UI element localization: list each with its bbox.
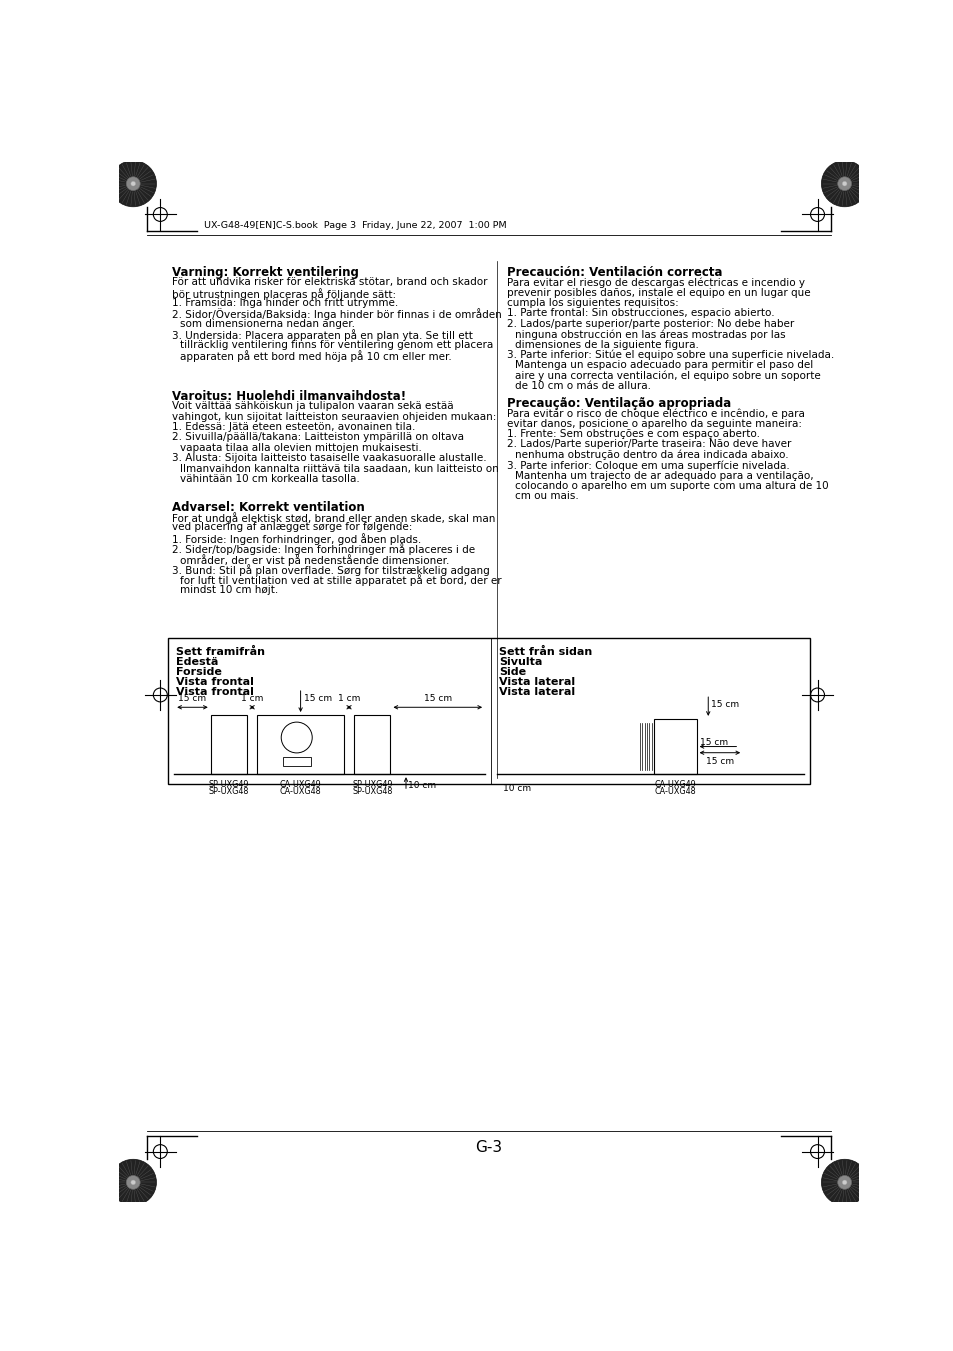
Text: cumpla los siguientes requisitos:: cumpla los siguientes requisitos: (506, 299, 678, 308)
Circle shape (110, 161, 156, 207)
Text: Mantenga un espacio adecuado para permitir el paso del: Mantenga un espacio adecuado para permit… (515, 361, 813, 370)
Text: cm ou mais.: cm ou mais. (515, 492, 578, 501)
Text: aire y una correcta ventilación, el equipo sobre un soporte: aire y una correcta ventilación, el equi… (515, 370, 821, 381)
Text: Precaução: Ventilação apropriada: Precaução: Ventilação apropriada (506, 397, 730, 409)
Text: Edestä: Edestä (175, 657, 218, 667)
Text: Mantenha um trajecto de ar adequado para a ventilação,: Mantenha um trajecto de ar adequado para… (515, 470, 813, 481)
Text: områder, der er vist på nedenstående dimensioner.: områder, der er vist på nedenstående dim… (180, 554, 450, 566)
Text: Para evitar o risco de choque eléctrico e incêndio, e para: Para evitar o risco de choque eléctrico … (506, 408, 803, 419)
Text: Forside: Forside (175, 667, 221, 677)
Text: CA-UXG48: CA-UXG48 (279, 788, 321, 796)
Text: För att undvika risker för elektriska stötar, brand och skador: För att undvika risker för elektriska st… (172, 277, 487, 288)
Bar (654, 719, 696, 774)
Text: 1 cm: 1 cm (337, 693, 360, 703)
Text: SP-UXG49: SP-UXG49 (352, 781, 392, 789)
Text: vähintään 10 cm korkealla tasolla.: vähintään 10 cm korkealla tasolla. (180, 474, 360, 484)
Text: for luft til ventilation ved at stille apparatet på et bord, der er: for luft til ventilation ved at stille a… (180, 574, 501, 586)
Text: 3. Bund: Stil på plan overflade. Sørg for tilstrækkelig adgang: 3. Bund: Stil på plan overflade. Sørg fo… (172, 565, 489, 576)
Text: mindst 10 cm højt.: mindst 10 cm højt. (180, 585, 278, 594)
Text: Vista lateral: Vista lateral (498, 677, 575, 688)
Text: 1 cm: 1 cm (241, 693, 263, 703)
Text: 2. Sivuilla/päällä/takana: Laitteiston ympärillä on oltava: 2. Sivuilla/päällä/takana: Laitteiston y… (172, 432, 463, 442)
Circle shape (837, 1175, 851, 1189)
Text: Varning: Korrekt ventilering: Varning: Korrekt ventilering (172, 266, 358, 280)
Text: vapaata tilaa alla olevien mittojen mukaisesti.: vapaata tilaa alla olevien mittojen muka… (180, 443, 422, 453)
Text: 15 cm: 15 cm (303, 693, 332, 703)
Text: SP-UXG48: SP-UXG48 (209, 788, 249, 796)
Bar (168, 638, 809, 785)
Text: evitar danos, posicione o aparelho da seguinte maneira:: evitar danos, posicione o aparelho da se… (506, 419, 801, 428)
Circle shape (110, 1159, 156, 1205)
Text: Sivulta: Sivulta (498, 657, 542, 667)
Text: apparaten på ett bord med höja på 10 cm eller mer.: apparaten på ett bord med höja på 10 cm … (180, 350, 452, 362)
Text: de 10 cm o más de allura.: de 10 cm o más de allura. (515, 381, 651, 392)
Bar (354, 715, 390, 774)
Circle shape (126, 1175, 140, 1189)
Text: CA-UXG49: CA-UXG49 (279, 781, 321, 789)
Text: 3. Parte inferior: Sitúe el equipo sobre una superficie nivelada.: 3. Parte inferior: Sitúe el equipo sobre… (506, 350, 833, 361)
Text: 1. Edessä: Jätä eteen esteetön, avonainen tila.: 1. Edessä: Jätä eteen esteetön, avonaine… (172, 422, 415, 432)
Text: Ilmanvaihdon kannalta riittävä tila saadaan, kun laitteisto on: Ilmanvaihdon kannalta riittävä tila saad… (180, 463, 498, 474)
Bar (282, 757, 311, 766)
Text: ninguna obstrucción en las áreas mostradas por las: ninguna obstrucción en las áreas mostrad… (515, 330, 785, 339)
Bar (257, 715, 344, 774)
Text: 3. Undersida: Placera apparaten på en plan yta. Se till ett: 3. Undersida: Placera apparaten på en pl… (172, 330, 473, 340)
Text: 2. Sidor/Översida/Baksida: Inga hinder bör finnas i de områden: 2. Sidor/Översida/Baksida: Inga hinder b… (172, 308, 501, 320)
Text: som dimensionerna nedan anger.: som dimensionerna nedan anger. (180, 319, 355, 328)
Text: bör utrustningen placeras på följande sätt:: bör utrustningen placeras på följande sä… (172, 288, 395, 300)
Text: CA-UXG49: CA-UXG49 (654, 781, 696, 789)
Text: 15 cm: 15 cm (700, 738, 728, 747)
Circle shape (126, 177, 140, 190)
Text: tillräcklig ventilering finns för ventilering genom ett placera: tillräcklig ventilering finns för ventil… (180, 339, 494, 350)
Circle shape (837, 177, 851, 190)
Circle shape (841, 181, 846, 186)
Text: UX-G48-49[EN]C-S.book  Page 3  Friday, June 22, 2007  1:00 PM: UX-G48-49[EN]C-S.book Page 3 Friday, Jun… (204, 220, 507, 230)
Text: Varoitus: Huolehdi ilmanvaihdosta!: Varoitus: Huolehdi ilmanvaihdosta! (172, 390, 406, 403)
Text: 1. Forside: Ingen forhindringer, god åben plads.: 1. Forside: Ingen forhindringer, god åbe… (172, 532, 421, 544)
Text: 1. Framsida: Inga hinder och fritt utrymme.: 1. Framsida: Inga hinder och fritt utrym… (172, 299, 397, 308)
Text: 15 cm: 15 cm (423, 693, 452, 703)
Text: Advarsel: Korrekt ventilation: Advarsel: Korrekt ventilation (172, 501, 364, 513)
Text: Side: Side (498, 667, 525, 677)
Circle shape (821, 161, 867, 207)
Circle shape (131, 181, 135, 186)
Text: Voit välttää sähköiskun ja tulipalon vaaran sekä estää: Voit välttää sähköiskun ja tulipalon vaa… (172, 401, 453, 411)
Text: prevenir posibles daños, instale el equipo en un lugar que: prevenir posibles daños, instale el equi… (506, 288, 809, 297)
Text: For at undgå elektisk stød, brand eller anden skade, skal man: For at undgå elektisk stød, brand eller … (172, 512, 495, 524)
Text: SP-UXG49: SP-UXG49 (209, 781, 249, 789)
Text: 2. Lados/Parte superior/Parte traseira: Não deve haver: 2. Lados/Parte superior/Parte traseira: … (506, 439, 790, 450)
Text: SP-UXG48: SP-UXG48 (352, 788, 392, 796)
Text: 1. Frente: Sem obstruções e com espaço aberto.: 1. Frente: Sem obstruções e com espaço a… (506, 428, 759, 439)
Text: dimensiones de la siguiente figura.: dimensiones de la siguiente figura. (515, 339, 699, 350)
Text: ved placering af anlægget sørge for følgende:: ved placering af anlægget sørge for følg… (172, 523, 412, 532)
Text: Sett från sidan: Sett från sidan (498, 647, 592, 658)
Text: vahingot, kun sijoitat laitteiston seuraavien ohjeiden mukaan:: vahingot, kun sijoitat laitteiston seura… (172, 412, 496, 422)
Circle shape (131, 1179, 135, 1185)
Text: Sett framifrån: Sett framifrån (175, 647, 265, 658)
Text: CA-UXG48: CA-UXG48 (654, 788, 696, 796)
Circle shape (821, 1159, 867, 1205)
Text: 2. Lados/parte superior/parte posterior: No debe haber: 2. Lados/parte superior/parte posterior:… (506, 319, 793, 328)
Text: 2. Sider/top/bagside: Ingen forhindringer må placeres i de: 2. Sider/top/bagside: Ingen forhindringe… (172, 543, 475, 555)
Text: Vista frontal: Vista frontal (175, 688, 253, 697)
Text: 15 cm: 15 cm (705, 758, 733, 766)
Text: Vista lateral: Vista lateral (498, 688, 575, 697)
Text: colocando o aparelho em um suporte com uma altura de 10: colocando o aparelho em um suporte com u… (515, 481, 828, 490)
Text: nenhuma obstrução dentro da área indicada abaixo.: nenhuma obstrução dentro da área indicad… (515, 450, 788, 461)
Text: G-3: G-3 (475, 1140, 502, 1155)
Circle shape (841, 1179, 846, 1185)
Text: 10 cm: 10 cm (408, 781, 436, 790)
Text: 10 cm: 10 cm (502, 784, 531, 793)
Text: 15 cm: 15 cm (710, 700, 738, 709)
Bar (211, 715, 247, 774)
Text: 3. Alusta: Sijoita laitteisto tasaiselle vaakasuoralle alustalle.: 3. Alusta: Sijoita laitteisto tasaiselle… (172, 453, 486, 463)
Text: 3. Parte inferior: Coloque em uma superfície nivelada.: 3. Parte inferior: Coloque em uma superf… (506, 461, 789, 470)
Text: Precaución: Ventilación correcta: Precaución: Ventilación correcta (506, 266, 721, 280)
Text: Vista frontal: Vista frontal (175, 677, 253, 688)
Text: Para evitar el riesgo de descargas eléctricas e incendio y: Para evitar el riesgo de descargas eléct… (506, 277, 804, 288)
Text: 15 cm: 15 cm (178, 693, 207, 703)
Text: 1. Parte frontal: Sin obstrucciones, espacio abierto.: 1. Parte frontal: Sin obstrucciones, esp… (506, 308, 774, 319)
